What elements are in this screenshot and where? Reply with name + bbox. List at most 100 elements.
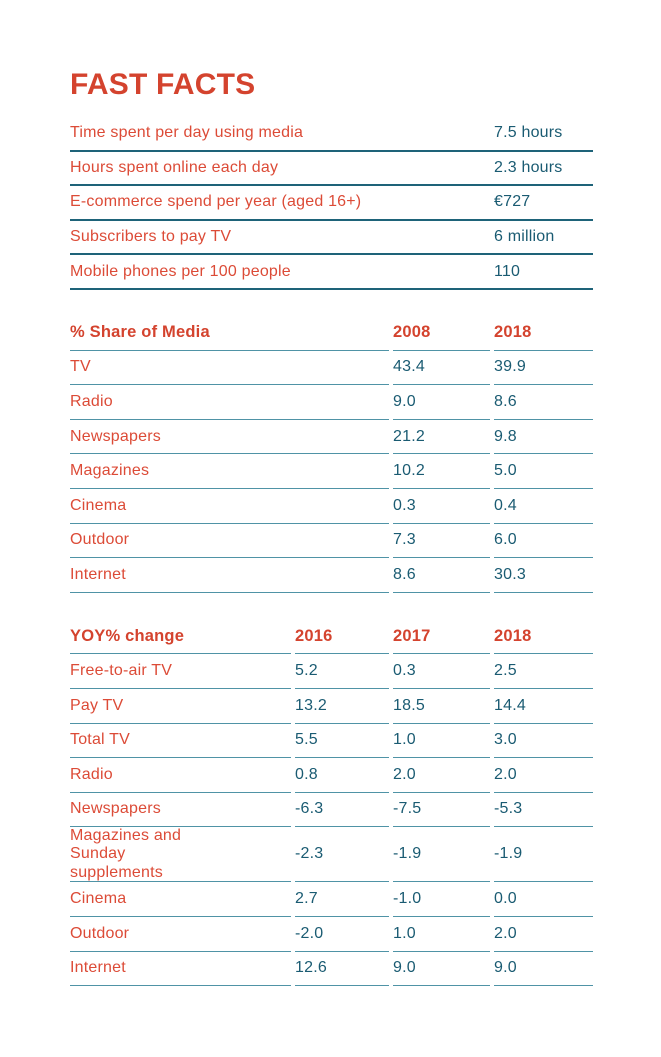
fact-label: E-commerce spend per year (aged 16+) [70,193,362,211]
table-row: Internet 12.6 9.0 9.0 [70,952,593,987]
table-row: Cinema 2.7 -1.0 0.0 [70,882,593,918]
row-label: Newspapers [70,420,389,455]
cell-value: 9.0 [494,952,593,987]
column-header-2016: 2016 [295,620,389,655]
fact-value: 6 million [494,228,555,246]
table-row: Internet 8.6 30.3 [70,558,593,593]
table-row: Radio 9.0 8.6 [70,385,593,420]
table-row: Radio 0.8 2.0 2.0 [70,758,593,793]
row-label: Outdoor [70,524,389,559]
cell-value: 5.0 [494,454,593,489]
cell-value: 0.3 [393,654,490,689]
fact-row: Mobile phones per 100 people 110 [70,255,593,290]
cell-value: -2.0 [295,917,389,952]
table-row: Total TV 5.5 1.0 3.0 [70,724,593,759]
table-row: Newspapers 21.2 9.8 [70,420,593,455]
fact-label: Time spent per day using media [70,124,304,142]
cell-value: 5.5 [295,724,389,759]
cell-value: 6.0 [494,524,593,559]
cell-value: -1.9 [494,827,593,883]
fast-facts-list: Time spent per day using media 7.5 hours… [70,117,593,290]
yoy-change-table: YOY% change 2016 2017 2018 Free-to-air T… [70,620,593,987]
media-share-table: % Share of Media 2008 2018 TV 43.4 39.9 … [70,316,593,593]
cell-value: -6.3 [295,793,389,828]
cell-value: 2.0 [494,917,593,952]
cell-value: 0.0 [494,882,593,918]
cell-value: 7.3 [393,524,490,559]
row-label: Magazines and Sunday supplements [70,826,291,883]
cell-value: -1.9 [393,827,490,883]
row-label: Radio [70,758,291,793]
cell-value: 12.6 [295,952,389,987]
row-label: Internet [70,558,389,593]
fact-label: Mobile phones per 100 people [70,262,291,280]
cell-value: 39.9 [494,351,593,386]
row-label-text: Magazines and Sunday supplements [70,826,182,881]
cell-value: 3.0 [494,724,593,759]
fact-row: Subscribers to pay TV 6 million [70,221,593,256]
cell-value: 0.3 [393,489,490,524]
cell-value: -7.5 [393,793,490,828]
media-share-title: % Share of Media [70,316,389,351]
row-label: Cinema [70,882,291,918]
fact-row: Time spent per day using media 7.5 hours [70,117,593,152]
fact-value: 110 [494,262,521,280]
row-label: Magazines [70,454,389,489]
cell-value: 8.6 [393,558,490,593]
cell-value: 0.4 [494,489,593,524]
cell-value: 5.2 [295,654,389,689]
column-header-2008: 2008 [393,316,490,351]
table-row: Free-to-air TV 5.2 0.3 2.5 [70,654,593,689]
table-row: Pay TV 13.2 18.5 14.4 [70,689,593,724]
cell-value: -5.3 [494,793,593,828]
row-label: Internet [70,952,291,987]
cell-value: 21.2 [393,420,490,455]
row-label: Total TV [70,724,291,759]
cell-value: 2.7 [295,882,389,918]
fact-row: Hours spent online each day 2.3 hours [70,152,593,187]
table-row: TV 43.4 39.9 [70,351,593,386]
cell-value: 9.8 [494,420,593,455]
column-header-2018: 2018 [494,620,593,655]
cell-value: -1.0 [393,882,490,918]
fact-label: Subscribers to pay TV [70,228,232,246]
fact-value: 2.3 hours [494,158,563,176]
cell-value: 2.0 [393,758,490,793]
row-label: Outdoor [70,917,291,952]
column-header-2017: 2017 [393,620,490,655]
row-label: Cinema [70,489,389,524]
yoy-title: YOY% change [70,620,291,655]
media-share-header-row: % Share of Media 2008 2018 [70,316,593,351]
cell-value: 9.0 [393,385,490,420]
page-title: FAST FACTS [70,68,256,101]
cell-value: 0.8 [295,758,389,793]
cell-value: 1.0 [393,917,490,952]
fact-row: E-commerce spend per year (aged 16+) €72… [70,186,593,221]
cell-value: 2.5 [494,654,593,689]
row-label: Radio [70,385,389,420]
row-label: Free-to-air TV [70,654,291,689]
cell-value: -2.3 [295,827,389,883]
table-row: Outdoor 7.3 6.0 [70,524,593,559]
fact-label: Hours spent online each day [70,158,279,176]
cell-value: 1.0 [393,724,490,759]
cell-value: 13.2 [295,689,389,724]
yoy-header-row: YOY% change 2016 2017 2018 [70,620,593,655]
cell-value: 2.0 [494,758,593,793]
cell-value: 30.3 [494,558,593,593]
row-label: Pay TV [70,689,291,724]
column-header-2018: 2018 [494,316,593,351]
fact-value: 7.5 hours [494,124,563,142]
table-row: Outdoor -2.0 1.0 2.0 [70,917,593,952]
table-row: Cinema 0.3 0.4 [70,489,593,524]
fact-value: €727 [494,193,531,211]
cell-value: 9.0 [393,952,490,987]
cell-value: 14.4 [494,689,593,724]
table-row: Newspapers -6.3 -7.5 -5.3 [70,793,593,828]
cell-value: 43.4 [393,351,490,386]
table-row: Magazines and Sunday supplements -2.3 -1… [70,826,593,883]
cell-value: 10.2 [393,454,490,489]
table-row: Magazines 10.2 5.0 [70,454,593,489]
cell-value: 18.5 [393,689,490,724]
